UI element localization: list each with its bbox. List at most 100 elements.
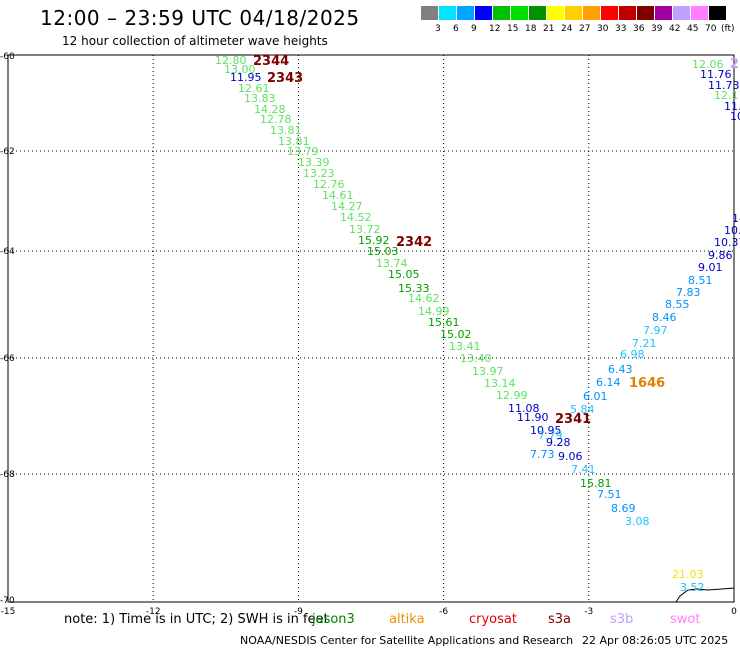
footer-credit: NOAA/NESDIS Center for Satellite Applica… xyxy=(240,634,574,647)
map-subtitle: 12 hour collection of altimeter wave hei… xyxy=(62,34,328,48)
map-grid xyxy=(8,55,734,602)
color-scale-label: 27 xyxy=(579,24,591,34)
wave-height-value: 15.33 xyxy=(398,282,430,295)
color-swatch xyxy=(601,6,618,20)
pass-number: 2344 xyxy=(253,54,289,69)
wave-height-value: 14 xyxy=(732,212,740,225)
longitude-tick-label: -3 xyxy=(584,607,593,617)
color-swatch xyxy=(655,6,672,20)
wave-height-value: 9.01 xyxy=(698,261,723,274)
color-scale-label: 45 xyxy=(687,24,699,34)
color-scale-label: 12 xyxy=(489,24,501,34)
wave-height-value: 12.1 xyxy=(714,89,739,102)
wave-height-value: 15.05 xyxy=(388,268,420,281)
longitude-tick-label: -6 xyxy=(439,607,448,617)
wave-height-value: 11.73 xyxy=(708,79,740,92)
color-swatch xyxy=(583,6,600,20)
wave-height-value: 3.08 xyxy=(625,515,650,528)
wave-height-value: 12.06 xyxy=(692,58,724,71)
wave-height-value: 12.78 xyxy=(260,113,292,126)
wave-height-value: 10.95 xyxy=(530,424,562,437)
wave-height-value: 7.83 xyxy=(676,286,701,299)
wave-height-value: 15.92 xyxy=(358,234,390,247)
wave-height-value: 9.28 xyxy=(546,436,571,449)
wave-height-value: 8.46 xyxy=(652,311,677,324)
wave-height-value: 13.74 xyxy=(376,257,408,270)
wave-height-value: 11.76 xyxy=(700,68,732,81)
wave-height-value: 14.52 xyxy=(340,211,372,224)
color-scale-unit: (ft) xyxy=(721,24,735,34)
latitude-tick-label: -70 xyxy=(0,596,15,606)
longitude-tick-label: -9 xyxy=(294,607,303,617)
latitude-tick-label: -66 xyxy=(0,354,15,364)
wave-height-value: 15.03 xyxy=(367,245,399,258)
satellite-legend-jason3: jason3 xyxy=(312,612,355,627)
longitude-tick-label: -15 xyxy=(1,607,16,617)
color-scale-label: 30 xyxy=(597,24,609,34)
wave-height-value: 14.62 xyxy=(408,292,440,305)
wave-height-value: 12.99 xyxy=(496,389,528,402)
satellite-legend-s3b: s3b xyxy=(610,612,634,627)
wave-height-value: 10.37 xyxy=(714,236,740,249)
map-title: 12:00 – 23:59 UTC 04/18/2025 xyxy=(40,6,360,30)
wave-height-value: 3.52 xyxy=(680,581,705,594)
wave-height-points: 12.8013.0011.9512.6113.8314.2812.7813.81… xyxy=(215,54,740,594)
pass-number: 1646 xyxy=(629,376,665,391)
wave-height-value: 7.73 xyxy=(530,448,555,461)
color-swatch xyxy=(421,6,438,20)
wave-height-value: 7.41 xyxy=(571,463,596,476)
wave-height-value: 7.97 xyxy=(643,324,668,337)
wave-height-value: 14.99 xyxy=(418,305,450,318)
wave-height-value: 11.08 xyxy=(508,402,540,415)
wave-height-value: 13.79 xyxy=(287,145,319,158)
color-scale-label: 24 xyxy=(561,24,573,34)
color-swatch xyxy=(457,6,474,20)
wave-height-value: 5.84 xyxy=(570,403,595,416)
wave-height-value: 9.06 xyxy=(558,450,583,463)
wave-height-value: 14.27 xyxy=(331,200,363,213)
pass-number: 2343 xyxy=(267,71,303,86)
color-swatch xyxy=(439,6,456,20)
pass-number-labels: 2344 2343 2342 2341 1646 2 xyxy=(253,54,739,427)
wave-height-value: 7.51 xyxy=(597,488,622,501)
wave-height-value: 7.79 xyxy=(538,429,563,442)
wave-height-value: 12.76 xyxy=(313,178,345,191)
wave-height-value: 8.51 xyxy=(688,274,713,287)
wave-height-value: 13.23 xyxy=(303,167,335,180)
color-scale-label: 18 xyxy=(525,24,537,34)
wave-height-value: 11.95 xyxy=(230,71,262,84)
wave-height-value: 11.90 xyxy=(517,411,549,424)
color-scale-label: 42 xyxy=(669,24,681,34)
map-border xyxy=(7,54,735,603)
wave-height-value: 13.39 xyxy=(298,156,330,169)
wave-height-value: 12.61 xyxy=(238,82,270,95)
color-swatch xyxy=(637,6,654,20)
color-swatch xyxy=(547,6,564,20)
wave-height-value: 13.40 xyxy=(460,352,492,365)
color-scale-label: 15 xyxy=(507,24,519,34)
wave-height-value: 6.98 xyxy=(620,348,645,361)
generated-timestamp: 22 Apr 08:26:05 UTC 2025 xyxy=(582,634,729,647)
longitude-tick-label: 0 xyxy=(731,607,737,617)
wave-height-value: 10.2 xyxy=(724,224,740,237)
color-scale-label: 70 xyxy=(705,24,717,34)
color-swatch xyxy=(619,6,636,20)
color-scale-label: 39 xyxy=(651,24,663,34)
note-text: note: 1) Time is in UTC; 2) SWH is in fe… xyxy=(64,612,329,627)
color-scale-label: 9 xyxy=(471,24,477,34)
wave-height-value: 12.80 xyxy=(215,54,247,67)
color-swatch xyxy=(691,6,708,20)
wave-height-value: 13.97 xyxy=(472,365,504,378)
latitude-tick-label: -62 xyxy=(0,147,15,157)
map-frame xyxy=(7,54,735,603)
color-swatch xyxy=(511,6,528,20)
color-scale-label: 6 xyxy=(453,24,459,34)
color-swatch xyxy=(529,6,546,20)
wave-height-value: 9.86 xyxy=(708,249,733,262)
satellite-legend-cryosat: cryosat xyxy=(469,612,517,627)
wave-height-value: 11. xyxy=(724,100,740,113)
color-scale-label: 33 xyxy=(615,24,627,34)
color-swatch xyxy=(475,6,492,20)
color-scale-label: 3 xyxy=(435,24,441,34)
pass-number: 2 xyxy=(730,57,739,72)
